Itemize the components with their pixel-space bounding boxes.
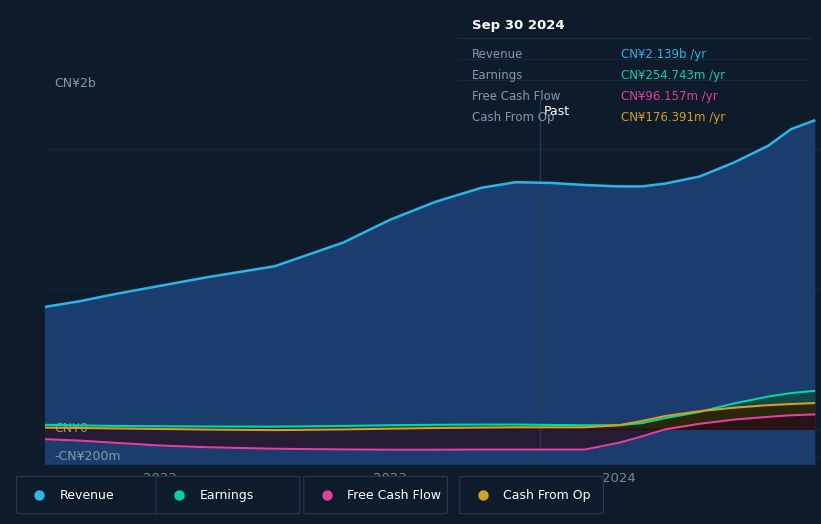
- Text: Earnings: Earnings: [200, 488, 254, 501]
- Text: CN¥2.139b /yr: CN¥2.139b /yr: [621, 48, 706, 61]
- FancyBboxPatch shape: [156, 476, 300, 514]
- Text: Free Cash Flow: Free Cash Flow: [472, 90, 561, 103]
- Text: CN¥176.391m /yr: CN¥176.391m /yr: [621, 112, 725, 124]
- Text: CN¥2b: CN¥2b: [54, 78, 96, 91]
- FancyBboxPatch shape: [460, 476, 603, 514]
- Text: -CN¥200m: -CN¥200m: [54, 450, 121, 463]
- Text: Free Cash Flow: Free Cash Flow: [347, 488, 441, 501]
- Text: Earnings: Earnings: [472, 69, 524, 82]
- Text: CN¥0: CN¥0: [54, 422, 89, 435]
- Text: Cash From Op: Cash From Op: [472, 112, 555, 124]
- Text: Revenue: Revenue: [60, 488, 115, 501]
- Text: Past: Past: [544, 105, 570, 118]
- Text: Sep 30 2024: Sep 30 2024: [472, 19, 565, 32]
- FancyBboxPatch shape: [16, 476, 160, 514]
- Text: Revenue: Revenue: [472, 48, 524, 61]
- FancyBboxPatch shape: [304, 476, 447, 514]
- Text: CN¥96.157m /yr: CN¥96.157m /yr: [621, 90, 718, 103]
- Text: Cash From Op: Cash From Op: [503, 488, 591, 501]
- Text: CN¥254.743m /yr: CN¥254.743m /yr: [621, 69, 725, 82]
